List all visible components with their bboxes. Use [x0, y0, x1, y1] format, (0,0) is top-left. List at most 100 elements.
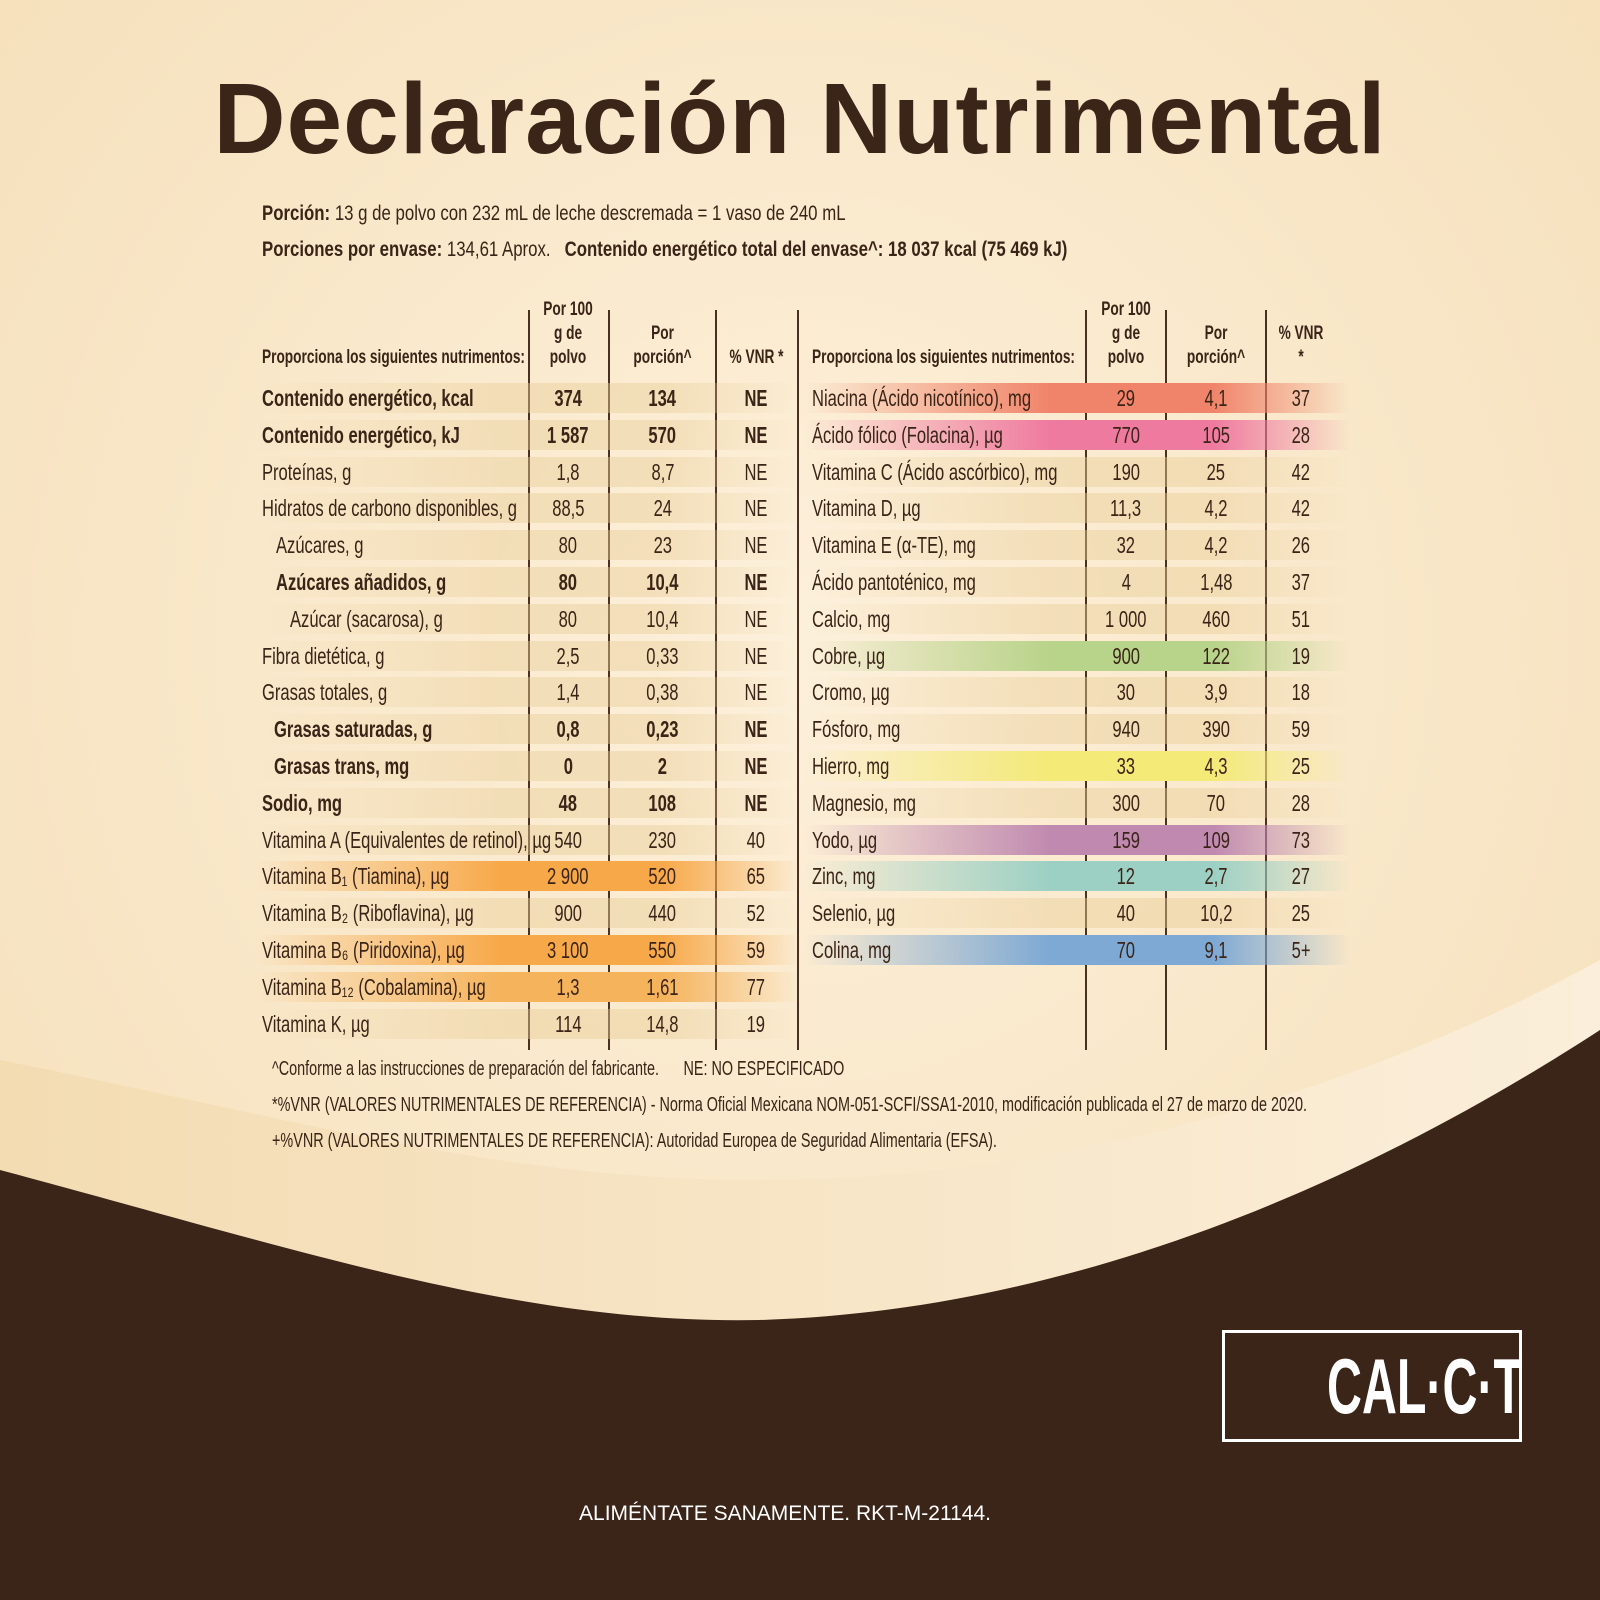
row-band	[805, 603, 1350, 634]
row-band	[255, 935, 800, 965]
row-band	[255, 751, 800, 781]
cell-text: 4,3	[1204, 753, 1228, 779]
cell-text: Azúcares, g	[276, 532, 364, 559]
cell-text: Cobre, µg	[812, 642, 886, 669]
nutrient-value: 80	[528, 564, 608, 600]
row-band	[255, 383, 800, 413]
nutrient-value: 25	[1166, 454, 1266, 490]
cell-text: 40	[1116, 900, 1136, 927]
cell-text: NE	[744, 605, 768, 632]
cell-text: NE	[744, 789, 768, 816]
cell-text: 5+	[1291, 937, 1311, 963]
footnote-line: *%VNR (VALORES NUTRIMENTALES DE REFERENC…	[272, 1094, 1307, 1117]
nutrient-name: Azúcares añadidos, g	[276, 564, 524, 600]
nutrient-name: Proteínas, g	[262, 454, 524, 490]
row-band	[255, 1008, 800, 1039]
footnote-text: NE: NO ESPECIFICADO	[683, 1058, 845, 1080]
cell-text: 10,4	[646, 569, 679, 595]
cell-text: Vitamina C (Ácido ascórbico), mg	[812, 458, 1058, 485]
cell-text: 0,33	[646, 642, 679, 669]
cell-text: 1,8	[556, 458, 580, 485]
nutrient-value: 42	[1266, 454, 1336, 490]
nutrient-name: Niacina (Ácido nicotínico), mg	[812, 380, 1084, 416]
column-header: Por porción^	[610, 308, 715, 370]
nutrient-name: Grasas trans, mg	[274, 748, 524, 784]
row-band	[255, 824, 800, 855]
column-divider	[1165, 310, 1167, 1051]
nutrient-value: 520	[610, 858, 715, 894]
row-band	[805, 530, 1350, 561]
cell-text: 65	[746, 863, 766, 890]
cell-text: NE	[744, 385, 768, 411]
nutrient-value: 24	[610, 490, 715, 526]
cell-text: Calcio, mg	[812, 605, 891, 632]
cell-text: Azúcares añadidos, g	[276, 569, 447, 595]
cell-text: 2,7	[1204, 863, 1228, 890]
cell-text: Niacina (Ácido nicotínico), mg	[812, 385, 1032, 411]
nutrient-value: 37	[1266, 380, 1336, 416]
cell-text: NE	[744, 716, 768, 743]
cell-text: 1,3	[556, 973, 580, 1000]
cell-text: 2 900	[547, 863, 589, 890]
cell-text: Fibra dietética, g	[262, 642, 385, 669]
column-divider	[528, 310, 530, 1051]
nutrient-value: 1,61	[610, 969, 715, 1005]
nutrient-value: 1 000	[1086, 601, 1166, 637]
column-header: Proporciona los siguientes nutrimentos:	[812, 320, 1084, 370]
cell-text: Colina, mg	[812, 937, 892, 963]
row-band	[805, 640, 1350, 671]
cell-text: Fósforo, mg	[812, 716, 901, 743]
column-divider	[608, 310, 610, 1051]
cell-text: Cromo, µg	[812, 679, 890, 706]
cell-text: Zinc, mg	[812, 863, 876, 890]
nutrient-name: Fósforo, mg	[812, 711, 1084, 747]
nutrient-value: 19	[1266, 638, 1336, 674]
row-band	[805, 861, 1350, 892]
nutrient-value: 0,33	[610, 638, 715, 674]
row-band	[805, 935, 1350, 965]
nutrient-value: 14,8	[610, 1006, 715, 1042]
row-band	[805, 456, 1350, 487]
cell-text: 4,2	[1204, 495, 1228, 522]
column-divider	[715, 310, 717, 1051]
cell-text: 108	[648, 789, 677, 816]
footnote-line: ^Conforme a las instrucciones de prepara…	[272, 1058, 844, 1081]
cell-text: 73	[1291, 826, 1311, 853]
nutrient-value: NE	[716, 527, 796, 563]
cell-text: 390	[1202, 716, 1230, 743]
nutrient-name: Vitamina B₆ (Piridoxina), µg	[262, 932, 524, 968]
cell-text: 19	[1291, 642, 1311, 669]
energy-text: 18 037 kcal (75 469 kJ)	[888, 238, 1068, 261]
nutrient-value: 4,1	[1166, 380, 1266, 416]
row-band	[255, 493, 800, 524]
nutrient-value: 29	[1086, 380, 1166, 416]
row-band	[805, 824, 1350, 855]
nutrient-value: 11,3	[1086, 490, 1166, 526]
header-text: % VNR *	[1278, 323, 1324, 368]
nutrient-value: 3,9	[1166, 674, 1266, 710]
header-text: Proporciona los siguientes nutrimentos:	[812, 347, 1076, 368]
nutrient-value: 4,3	[1166, 748, 1266, 784]
nutrient-value: 33	[1086, 748, 1166, 784]
header-text: Por 100 g de polvo	[1101, 299, 1151, 368]
nutrient-name: Ácido fólico (Folacina), µg	[812, 417, 1084, 453]
cell-text: 0	[563, 753, 573, 779]
cell-text: 32	[1116, 532, 1136, 559]
nutrient-value: 4,2	[1166, 527, 1266, 563]
nutrient-value: 10,2	[1166, 895, 1266, 931]
nutrient-value: 1,8	[528, 454, 608, 490]
nutrient-value: 2 900	[528, 858, 608, 894]
nutrient-value: 770	[1086, 417, 1166, 453]
cell-text: 1,4	[556, 679, 580, 706]
row-band	[255, 603, 800, 634]
portion-line: Porción: 13 g de polvo con 232 mL de lec…	[262, 202, 846, 226]
nutrient-value: 48	[528, 785, 608, 821]
nutrient-value: NE	[716, 638, 796, 674]
row-band	[255, 677, 800, 708]
cell-text: 2	[657, 753, 668, 779]
nutrient-value: 73	[1266, 822, 1336, 858]
nutrient-value: 1,3	[528, 969, 608, 1005]
nutrient-name: Hierro, mg	[812, 748, 1084, 784]
column-header: Proporciona los siguientes nutrimentos:	[262, 320, 525, 370]
nutrient-value: 159	[1086, 822, 1166, 858]
